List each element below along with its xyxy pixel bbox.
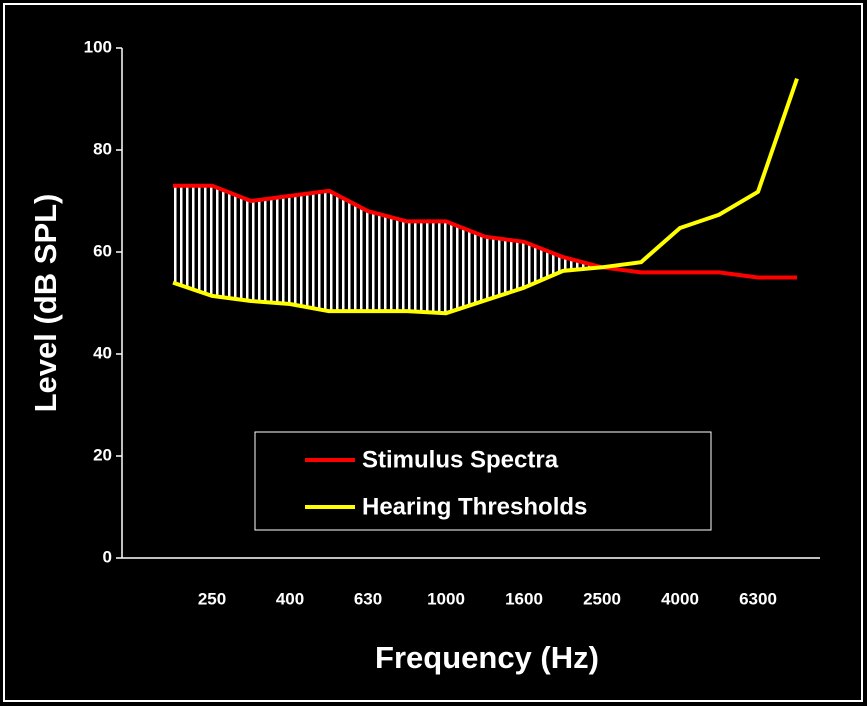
y-tick-label: 60 xyxy=(93,241,112,260)
x-tick-label: 630 xyxy=(354,589,382,608)
frame xyxy=(3,3,863,702)
x-tick-label: 4000 xyxy=(661,589,699,608)
shaded-gap xyxy=(173,185,602,314)
y-tick-label: 0 xyxy=(103,547,112,566)
x-tick-label: 6300 xyxy=(739,589,777,608)
plot-area: 0 20 40 60 80 100 250 400 630 1000 1600 2500 4000 630… xyxy=(84,37,820,608)
legend-label: Hearing Thresholds xyxy=(362,493,587,520)
y-tick-label: 80 xyxy=(93,139,112,158)
y-tick-label: 100 xyxy=(84,37,112,56)
y-tick-label: 40 xyxy=(93,343,112,362)
x-tick-label: 400 xyxy=(276,589,304,608)
legend-box xyxy=(254,431,712,531)
x-tick-label: 1600 xyxy=(505,589,543,608)
y-axis-title: Level (dB SPL) xyxy=(28,194,63,413)
x-tick-label: 1000 xyxy=(427,589,465,608)
x-tick-label: 250 xyxy=(198,589,226,608)
series-line xyxy=(172,77,799,316)
x-axis-title: Frequency (Hz) xyxy=(375,640,599,675)
legend-label: Stimulus Spectra xyxy=(362,446,559,473)
y-tick-label: 20 xyxy=(93,445,112,464)
x-tick-label: 2500 xyxy=(583,589,621,608)
series-line xyxy=(173,183,797,280)
